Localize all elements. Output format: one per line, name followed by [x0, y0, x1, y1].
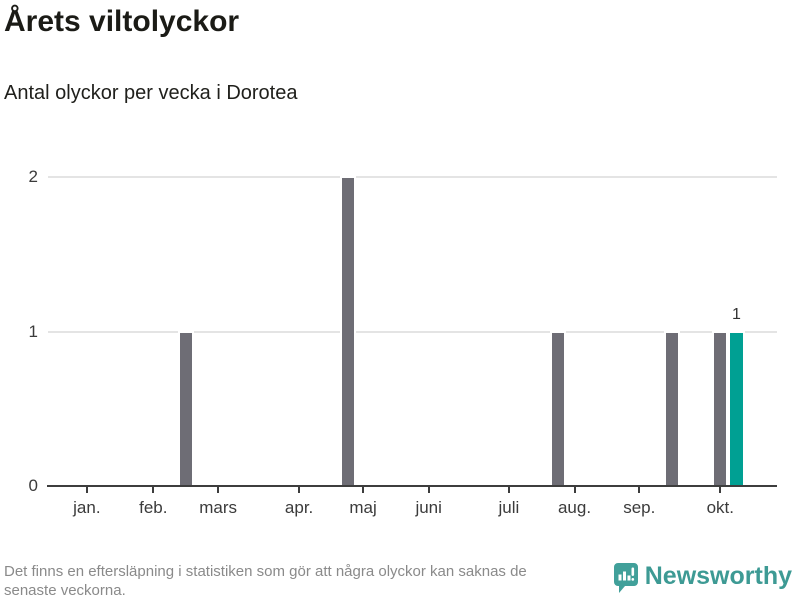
x-axis-label-juni: juni [415, 498, 442, 517]
x-axis-tick-aug [573, 487, 576, 493]
x-axis-tick-mars [217, 487, 220, 493]
newsworthy-bubble-chart-icon [613, 563, 638, 593]
page-title: Årets viltolyckor [4, 5, 240, 38]
footer-note: Det finns en eftersläpning i statistiken… [4, 562, 527, 600]
x-axis-tick-apr [298, 487, 301, 493]
x-axis-label-apr: apr. [284, 498, 314, 517]
bar-week-39 [663, 330, 680, 487]
chart-subtitle: Antal olyckor per vecka i Dorotea [4, 82, 298, 104]
bar-value-label: 1 [732, 305, 741, 323]
y-axis-label-0: 0 [28, 476, 38, 495]
y-axis-label-2: 2 [28, 167, 38, 186]
newsworthy-wordmark: Newsworthy [644, 561, 792, 590]
x-axis-label-aug: aug. [557, 498, 592, 517]
bar-week-9 [177, 330, 194, 487]
footer-note-line-2: senaste veckorna. [4, 582, 126, 599]
gridline-y2 [48, 176, 777, 178]
newsworthy-logo: Newsworthy [613, 561, 792, 593]
x-axis-tick-juli [507, 487, 510, 493]
x-axis-line [47, 485, 777, 487]
bar-week-32 [550, 330, 567, 487]
bar-week-42 [712, 330, 729, 487]
gridline-y1 [48, 330, 777, 333]
x-axis-tick-maj [362, 487, 365, 493]
x-axis-label-feb: feb. [139, 498, 168, 517]
x-axis-tick-sep [638, 487, 641, 493]
x-axis-label-maj: maj [349, 498, 377, 517]
x-axis-label-mars: mars [199, 498, 237, 517]
x-axis-tick-feb [152, 487, 155, 493]
x-axis-tick-juni [427, 487, 430, 493]
x-axis-label-okt: okt. [706, 498, 734, 517]
y-axis-label-1: 1 [28, 321, 38, 341]
footer-note-line-1: Det finns en eftersläpning i statistiken… [4, 563, 527, 580]
x-axis-label-sep: sep. [623, 498, 656, 517]
x-axis-tick-jan [85, 487, 88, 493]
x-axis-label-jan: jan. [73, 498, 101, 517]
bar-week-19 [339, 176, 356, 487]
bar-week-43-highlight [728, 330, 745, 487]
x-axis-tick-okt [719, 487, 722, 493]
x-axis-label-juli: juli [498, 498, 520, 517]
